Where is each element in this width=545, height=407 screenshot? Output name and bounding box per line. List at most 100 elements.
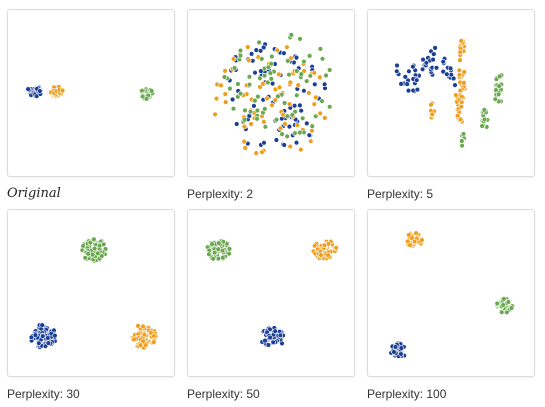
scatter-point (140, 323, 146, 330)
scatter-point (262, 124, 269, 130)
scatter-point (322, 115, 328, 121)
scatter-point (277, 125, 284, 132)
scatter-point (501, 296, 507, 302)
scatter-point (222, 99, 229, 105)
scatter-point (313, 94, 319, 101)
scatter-point (432, 45, 438, 51)
scatter-point (312, 113, 319, 120)
scatter-point (459, 138, 465, 144)
scatter-point (508, 305, 515, 311)
scatter-point (321, 242, 328, 248)
scatter-point (458, 103, 464, 110)
scatter-point (245, 44, 251, 50)
scatter-point (131, 336, 137, 343)
scatter-point (253, 47, 260, 53)
scatter-point (45, 340, 52, 346)
scatter-point (284, 44, 290, 50)
scatter-point (303, 78, 310, 84)
scatter-point (461, 69, 467, 75)
scatter-point (233, 121, 240, 127)
scatter-point (235, 81, 241, 87)
scatter-point (398, 351, 404, 357)
scatter-point (89, 251, 96, 258)
scatter-point (275, 93, 281, 100)
scatter-point (456, 67, 463, 74)
scatter-point (265, 342, 272, 348)
scatter-point (444, 71, 450, 77)
scatter-point (402, 74, 408, 80)
scatter-point (504, 309, 510, 316)
scatter-point (268, 76, 275, 82)
scatter-point (142, 342, 149, 348)
scatter-point (85, 251, 91, 257)
scatter-point (293, 140, 300, 146)
scatter-point (222, 91, 228, 97)
panel-caption: Perplexity: 100 (367, 387, 447, 401)
scatter-point (216, 240, 222, 246)
scatter-point (407, 242, 413, 248)
scatter-point (237, 47, 244, 54)
scatter-point (260, 44, 267, 51)
scatter-point (265, 79, 271, 86)
scatter-point (268, 61, 274, 67)
scatter-point (406, 68, 412, 74)
scatter-point (394, 68, 400, 74)
scatter-point (140, 338, 146, 345)
scatter-point (392, 344, 399, 350)
scatter-point (135, 323, 141, 329)
scatter-point (298, 71, 305, 77)
scatter-point (440, 68, 446, 75)
panel-caption: Original (7, 186, 61, 201)
scatter-point (414, 86, 421, 93)
scatter-point (218, 82, 224, 89)
scatter-point (264, 95, 270, 102)
scatter-point (139, 93, 146, 100)
scatter-point (220, 254, 226, 261)
panel-caption: Perplexity: 50 (187, 387, 260, 401)
scatter-point (391, 349, 397, 355)
scatter-point (297, 36, 303, 42)
panel-caption: Perplexity: 2 (187, 187, 254, 201)
scatter-point (91, 245, 98, 252)
panel-caption: Perplexity: 30 (7, 387, 80, 401)
scatter-point (277, 332, 284, 339)
scatter-point (28, 334, 35, 341)
scatter-point (82, 255, 88, 261)
scatter-point (251, 103, 257, 109)
scatter-point (306, 53, 313, 59)
scatter-point (212, 249, 218, 256)
scatter-point (254, 116, 260, 122)
scatter-point (210, 256, 216, 262)
scatter-point (215, 246, 221, 252)
scatter-point (230, 56, 237, 62)
scatter-point (458, 38, 464, 44)
scatter-point (209, 241, 215, 247)
scatter-point (37, 88, 43, 94)
scatter-point (319, 56, 326, 62)
scatter-point (286, 101, 293, 107)
scatter-point (246, 57, 252, 64)
scatter-point (496, 83, 502, 89)
scatter-point (141, 331, 148, 338)
scatter-point (226, 250, 232, 257)
scatter-point (242, 145, 248, 151)
scatter-point (285, 58, 291, 64)
scatter-point (100, 241, 107, 247)
scatter-point (259, 149, 265, 155)
scatter-point (95, 250, 101, 257)
scatter-point (292, 130, 298, 136)
scatter-point (409, 235, 415, 241)
scatter-point (453, 92, 459, 98)
scatter-point (252, 97, 258, 104)
scatter-point (428, 102, 434, 108)
scatter-point (269, 53, 275, 60)
scatter-point (276, 84, 283, 91)
scatter-point (25, 86, 31, 92)
scatter-plot-frame (7, 9, 175, 177)
scatter-point (32, 332, 39, 338)
scatter-point (262, 106, 268, 112)
scatter-point (143, 96, 150, 102)
scatter-point (298, 147, 304, 153)
scatter-point (261, 140, 267, 146)
scatter-plot (204, 238, 339, 348)
